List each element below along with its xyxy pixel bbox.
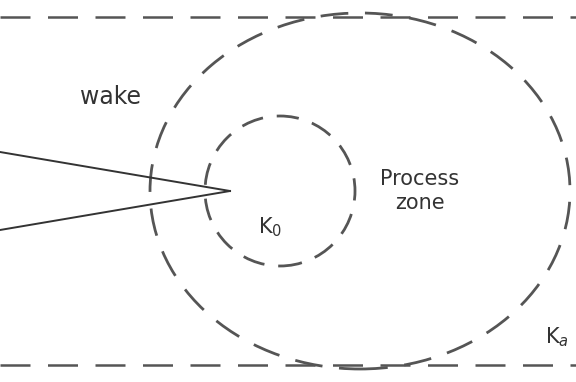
Text: Process
zone: Process zone xyxy=(380,169,460,213)
Text: K$_0$: K$_0$ xyxy=(258,215,282,239)
Text: K$_a$: K$_a$ xyxy=(545,325,569,349)
Text: wake: wake xyxy=(79,85,141,109)
